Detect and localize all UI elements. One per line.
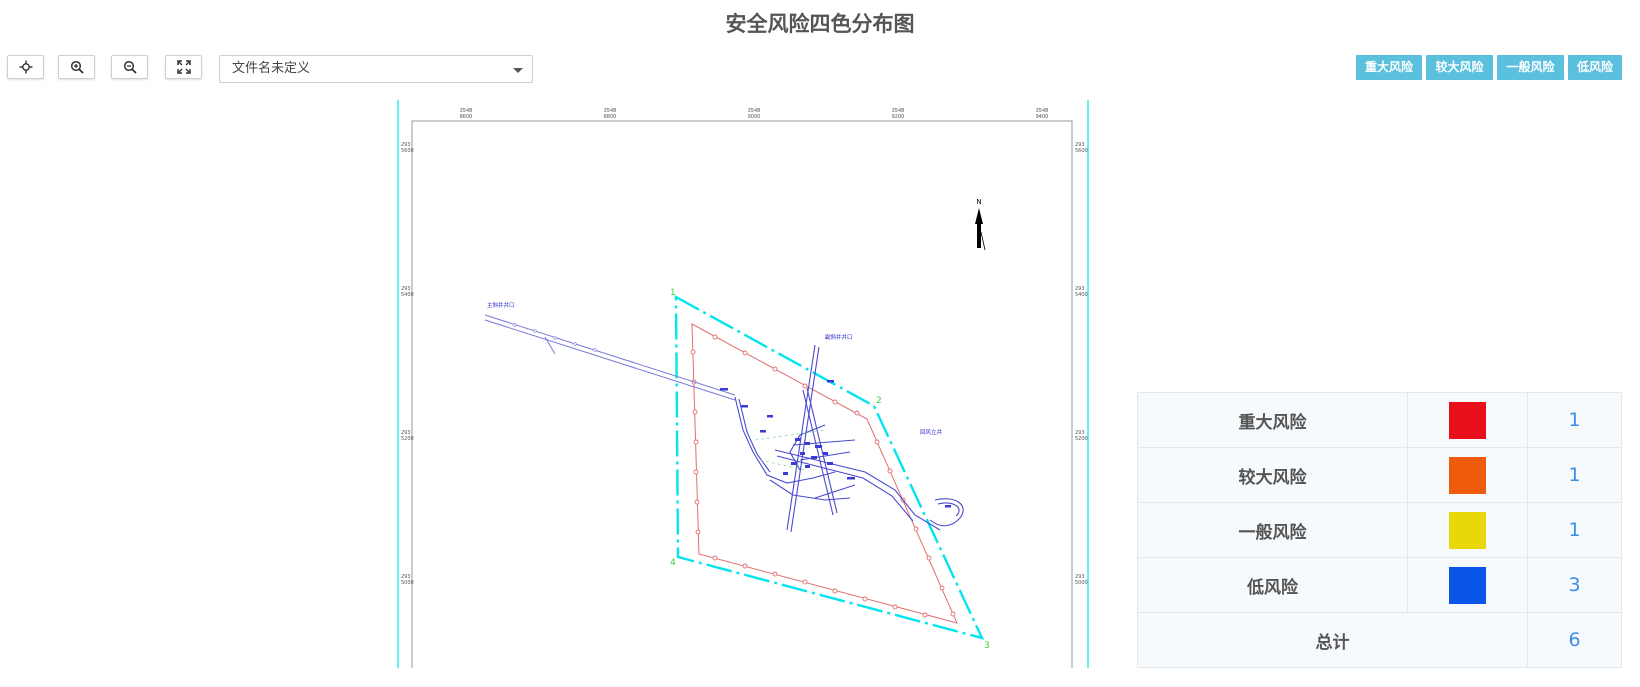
locate-button[interactable] bbox=[7, 55, 44, 79]
large-risk-swatch bbox=[1449, 456, 1486, 494]
table-row: 一般风险 1 bbox=[1137, 502, 1622, 558]
map-annotation: 副斜井井口 bbox=[825, 333, 853, 341]
boundary-point-label: 4 bbox=[670, 558, 676, 568]
tick-label: 9000 bbox=[748, 114, 761, 120]
file-select[interactable]: 文件名未定义 bbox=[219, 55, 533, 83]
tick-label: 9400 bbox=[1036, 114, 1049, 120]
mine-boundary: 1 2 3 4 bbox=[670, 288, 990, 651]
tick-label: 5400 bbox=[1075, 292, 1088, 298]
crosshair-icon bbox=[19, 60, 32, 74]
map-annotation: 主斜井井口 bbox=[487, 301, 515, 309]
tick-label: 9200 bbox=[892, 114, 905, 120]
tick-label: 3548 bbox=[748, 108, 761, 114]
general-risk-swatch bbox=[1449, 511, 1486, 549]
risk-level-label: 低风险 bbox=[1137, 557, 1408, 613]
zoom-in-button[interactable] bbox=[58, 55, 95, 79]
risk-count: 1 bbox=[1527, 447, 1622, 503]
page-title: 安全风险四色分布图 bbox=[725, 12, 915, 36]
low-risk-swatch bbox=[1449, 566, 1486, 604]
large-risk-button[interactable]: 较大风险 bbox=[1426, 55, 1493, 80]
general-risk-button[interactable]: 一般风险 bbox=[1497, 55, 1564, 80]
tick-label: 3548 bbox=[604, 108, 617, 114]
mine-workings bbox=[734, 344, 964, 533]
table-row-total: 总计 6 bbox=[1137, 612, 1622, 668]
caret-down-icon bbox=[513, 68, 523, 73]
zoom-in-icon bbox=[70, 60, 84, 74]
risk-count: 1 bbox=[1527, 392, 1622, 448]
table-row: 较大风险 1 bbox=[1137, 447, 1622, 503]
tick-label: 5200 bbox=[1075, 436, 1088, 442]
map-annotation: 回风立井 bbox=[920, 428, 943, 436]
tick-label: 293 bbox=[401, 430, 411, 436]
tick-label: 3548 bbox=[1036, 108, 1049, 114]
tick-label: 5000 bbox=[401, 580, 414, 586]
major-risk-button[interactable]: 重大风险 bbox=[1356, 55, 1422, 80]
tick-label: 3548 bbox=[892, 108, 905, 114]
tick-label: 5600 bbox=[1075, 148, 1088, 154]
boundary-point-label: 2 bbox=[876, 396, 882, 406]
total-label: 总计 bbox=[1137, 612, 1528, 668]
boundary-point-label: 3 bbox=[984, 641, 990, 651]
tick-label: 8800 bbox=[604, 114, 617, 120]
top-coordinate-ticks: 3548 8600 3548 8800 3548 9000 3548 9200 … bbox=[460, 108, 1049, 120]
risk-level-label: 重大风险 bbox=[1137, 392, 1408, 448]
risk-level-label: 一般风险 bbox=[1137, 502, 1408, 558]
zoom-out-icon bbox=[123, 60, 137, 74]
inclined-shaft bbox=[484, 314, 736, 401]
tick-label: 293 bbox=[1075, 286, 1085, 292]
low-risk-button[interactable]: 低风险 bbox=[1568, 55, 1622, 80]
map-canvas[interactable]: 3548 8600 3548 8800 3548 9000 3548 9200 … bbox=[395, 100, 1090, 668]
tick-label: 5000 bbox=[1075, 580, 1088, 586]
tick-label: 5600 bbox=[401, 148, 414, 154]
tick-label: 293 bbox=[1075, 574, 1085, 580]
fullscreen-button[interactable] bbox=[165, 55, 202, 79]
risk-level-label: 较大风险 bbox=[1137, 447, 1408, 503]
tick-label: 8600 bbox=[460, 114, 473, 120]
right-coordinate-ticks: 293 5600 293 5400 293 5200 293 5000 bbox=[1075, 142, 1088, 586]
tick-label: 3548 bbox=[460, 108, 473, 114]
tick-label: 5400 bbox=[401, 292, 414, 298]
left-coordinate-ticks: 293 5600 293 5400 293 5200 293 5000 bbox=[401, 142, 414, 586]
tick-label: 293 bbox=[401, 574, 411, 580]
risk-summary-table: 重大风险 1 较大风险 1 一般风险 1 低风险 3 总计 6 bbox=[1137, 392, 1622, 668]
north-arrow-icon: N bbox=[975, 198, 986, 251]
tick-label: 293 bbox=[1075, 142, 1085, 148]
file-select-value: 文件名未定义 bbox=[232, 61, 311, 76]
mine-map: 3548 8600 3548 8800 3548 9000 3548 9200 … bbox=[397, 100, 1089, 668]
total-count: 6 bbox=[1527, 612, 1622, 668]
zoom-out-button[interactable] bbox=[111, 55, 148, 79]
major-risk-swatch bbox=[1449, 401, 1486, 439]
tick-label: 5200 bbox=[401, 436, 414, 442]
table-row: 重大风险 1 bbox=[1137, 392, 1622, 448]
tick-label: 293 bbox=[401, 286, 411, 292]
auxiliary-lines bbox=[754, 429, 826, 471]
tick-label: 293 bbox=[401, 142, 411, 148]
expand-icon bbox=[176, 60, 191, 74]
table-row: 低风险 3 bbox=[1137, 557, 1622, 613]
risk-count: 3 bbox=[1527, 557, 1622, 613]
protection-line bbox=[690, 323, 958, 624]
tick-label: 293 bbox=[1075, 430, 1085, 436]
risk-count: 1 bbox=[1527, 502, 1622, 558]
north-label: N bbox=[976, 198, 981, 206]
boundary-point-label: 1 bbox=[670, 288, 676, 298]
mine-facilities bbox=[720, 380, 951, 508]
